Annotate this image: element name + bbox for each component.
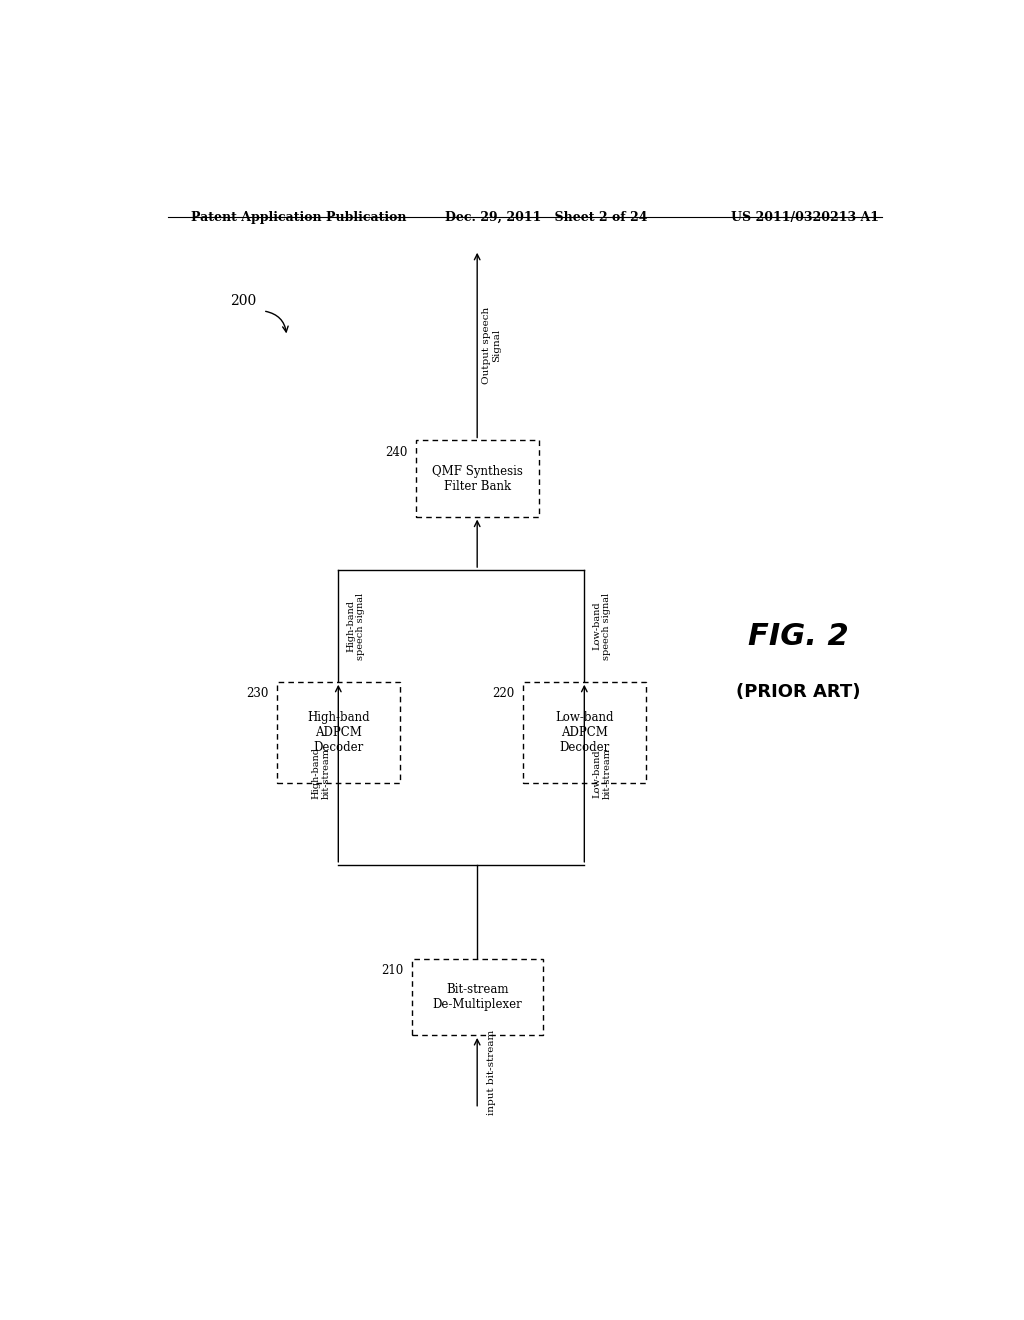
Text: 240: 240 xyxy=(385,446,408,458)
Text: High-band
ADPCM
Decoder: High-band ADPCM Decoder xyxy=(307,711,370,754)
Text: QMF Synthesis
Filter Bank: QMF Synthesis Filter Bank xyxy=(432,465,522,492)
Text: Low-band
ADPCM
Decoder: Low-band ADPCM Decoder xyxy=(555,711,613,754)
FancyBboxPatch shape xyxy=(276,682,399,784)
Text: Low-band
bit-stream: Low-band bit-stream xyxy=(592,748,611,799)
Text: Dec. 29, 2011   Sheet 2 of 24: Dec. 29, 2011 Sheet 2 of 24 xyxy=(445,211,648,224)
Text: 200: 200 xyxy=(230,293,256,308)
FancyBboxPatch shape xyxy=(412,958,543,1035)
Text: (PRIOR ART): (PRIOR ART) xyxy=(736,682,861,701)
Text: input bit-stream: input bit-stream xyxy=(487,1030,496,1114)
FancyBboxPatch shape xyxy=(416,441,539,516)
Text: FIG. 2: FIG. 2 xyxy=(749,622,849,651)
Text: 210: 210 xyxy=(382,964,403,977)
Text: Low-band
speech signal: Low-band speech signal xyxy=(592,593,611,660)
Text: 220: 220 xyxy=(493,686,515,700)
Text: Bit-stream
De-Multiplexer: Bit-stream De-Multiplexer xyxy=(432,983,522,1011)
Text: High-band
speech signal: High-band speech signal xyxy=(346,593,366,660)
Text: Patent Application Publication: Patent Application Publication xyxy=(191,211,407,224)
FancyBboxPatch shape xyxy=(523,682,646,784)
Text: Output speech
Signal: Output speech Signal xyxy=(481,306,501,384)
Text: High-band
bit-stream: High-band bit-stream xyxy=(311,747,331,800)
Text: 230: 230 xyxy=(247,686,269,700)
Text: US 2011/0320213 A1: US 2011/0320213 A1 xyxy=(731,211,880,224)
